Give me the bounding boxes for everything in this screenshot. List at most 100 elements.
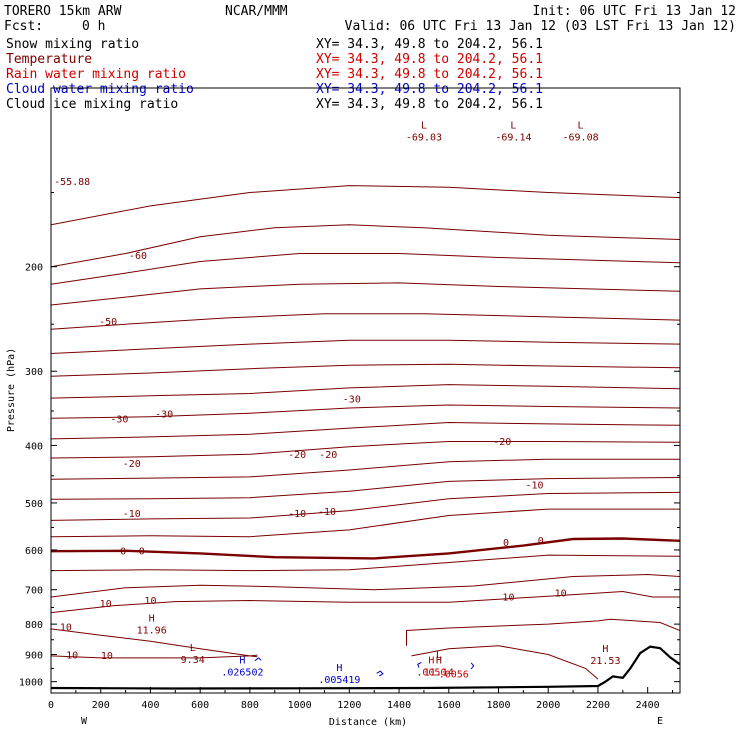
isotherm-line: [51, 339, 680, 354]
x-tick-label: 200: [92, 700, 110, 711]
plot-area: -55.88 -60 -50 -30 -30 -30 -20 -20 -20 -20 -10 -10 -…: [19, 87, 681, 711]
contour-label: 0: [503, 538, 509, 549]
cloud-water-line: [470, 662, 475, 670]
contour-label: -50: [99, 317, 117, 328]
contour-label: -20: [319, 450, 337, 461]
isotherm-line: [51, 224, 680, 268]
isotherm-line: [411, 645, 599, 680]
extremum-value: 11.96: [137, 626, 167, 637]
y-tick-label: 700: [25, 586, 43, 597]
contour-labels: -55.88 -60 -50 -30 -30 -30 -20 -20 -20 -20 -10 -10 -…: [54, 177, 567, 662]
extremum-marker: H: [149, 614, 155, 625]
x-tick-label: 600: [191, 700, 209, 711]
field-legend: Snow mixing ratio XY= 34.3, 49.8 to 204.2…: [6, 37, 543, 112]
terrain-line: [51, 645, 680, 690]
extremum-marker: H: [602, 644, 608, 655]
contour-label: -30: [110, 415, 128, 426]
x-tick-label: 800: [241, 700, 259, 711]
x-tick-label: 1400: [387, 700, 411, 711]
isotherm-line: [51, 554, 680, 572]
contour-label: -55.88: [54, 177, 90, 188]
field-xy-range: XY= 34.3, 49.8 to 204.2, 56.1: [316, 82, 543, 97]
y-tick-label: 600: [25, 546, 43, 557]
valid-time: Valid: 06 UTC Fri 13 Jan 12 (03 LST Fri …: [345, 19, 736, 34]
isotherm-line: [51, 508, 680, 538]
terrain: [51, 645, 680, 690]
plot-frame: [50, 87, 681, 694]
x-right-end-label: E: [657, 716, 663, 727]
isotherm-line: [51, 590, 680, 614]
y-tick-label: 800: [25, 620, 43, 631]
contour-label: 10: [101, 651, 113, 662]
field-xy-range: XY= 34.3, 49.8 to 204.2, 56.1: [316, 37, 543, 52]
extremum-marker: L: [510, 120, 516, 131]
contour-label: -10: [526, 480, 544, 491]
x-tick-label: 2400: [636, 700, 660, 711]
y-tick-label: 500: [25, 499, 43, 510]
contour-label: -60: [129, 251, 147, 262]
contour-label: 10: [144, 596, 156, 607]
extrema-markers: L-69.03L-69.14L-69.08H11.96L9.34H21.53LH…: [137, 120, 621, 686]
contour-label: 10: [555, 588, 567, 599]
contour-label: 0: [538, 536, 544, 547]
extremum-marker: L: [190, 643, 196, 654]
x-tick-label: 400: [141, 700, 159, 711]
contour-label: -30: [155, 410, 173, 421]
isotherm-line: [51, 491, 680, 521]
header: TORERO 15km ARW NCAR/MMM Init: 06 UTC Fr…: [4, 4, 736, 34]
extremum-marker: H: [428, 655, 434, 666]
extremum-value: -69.08: [562, 132, 598, 143]
y-tick-label: 300: [25, 367, 43, 378]
extremum-value: -69.03: [406, 132, 442, 143]
extremum-marker: L: [436, 650, 442, 661]
extremum-value: -69.14: [495, 132, 531, 143]
x-tick-label: 1000: [288, 700, 312, 711]
isotherm-line: [51, 421, 680, 440]
extremum-marker: L: [578, 120, 584, 131]
fcst-value: 0 h: [82, 19, 105, 34]
contour-label: -30: [343, 395, 361, 406]
field-name: Cloud ice mixing ratio: [6, 97, 178, 112]
extremum-marker: H: [436, 655, 442, 666]
x-tick-label: 1200: [337, 700, 361, 711]
cloud-water-line: [254, 657, 262, 662]
isotherm-line: [51, 441, 680, 459]
fcst-label: Fcst:: [4, 19, 43, 34]
x-tick-label: 0: [48, 700, 54, 711]
extremum-marker: H: [239, 655, 245, 666]
isotherm-line: [51, 573, 680, 598]
contour-label: 10: [66, 650, 78, 661]
isotherm-line: [51, 477, 680, 500]
y-tick-label: 200: [25, 263, 43, 274]
isotherm-line: [51, 282, 680, 306]
isotherm-line: [51, 458, 680, 480]
extremum-value: .0056: [439, 670, 469, 681]
x-axis: 0 200 400 600 800 1000 1200 1400 1600 1800 2000 220…: [48, 687, 674, 711]
field-name: Snow mixing ratio: [6, 37, 139, 52]
x-axis-label: Distance (km): [329, 717, 407, 728]
contour-label: 10: [100, 599, 112, 610]
isotherm-line: [51, 313, 680, 330]
center-name: NCAR/MMM: [225, 4, 288, 19]
isotherms: [51, 185, 680, 680]
cloud-water-line: [376, 670, 384, 677]
contour-label: -20: [493, 437, 511, 448]
isotherm-line: [51, 253, 680, 285]
contour-label: 0: [120, 547, 126, 558]
field-xy-range: XY= 34.3, 49.8 to 204.2, 56.1: [316, 67, 543, 82]
contour-label: 10: [60, 623, 72, 634]
isotherm-line: [51, 654, 258, 659]
extremum-value: .026502: [221, 667, 263, 678]
extremum-value: 11.14: [424, 667, 454, 678]
isotherm-line: [51, 384, 680, 399]
x-tick-label: 2000: [536, 700, 560, 711]
isotherm-line: [406, 618, 680, 646]
contour-label: -20: [288, 450, 306, 461]
cloud-water-contours: [254, 657, 475, 677]
y-tick-label: 400: [25, 441, 43, 452]
isotherm-line: [51, 185, 680, 226]
field-xy-range: XY= 34.3, 49.8 to 204.2, 56.1: [316, 97, 543, 112]
x-tick-label: 1600: [437, 700, 461, 711]
field-name: Rain water mixing ratio: [6, 67, 186, 82]
contour-label: -10: [288, 509, 306, 520]
